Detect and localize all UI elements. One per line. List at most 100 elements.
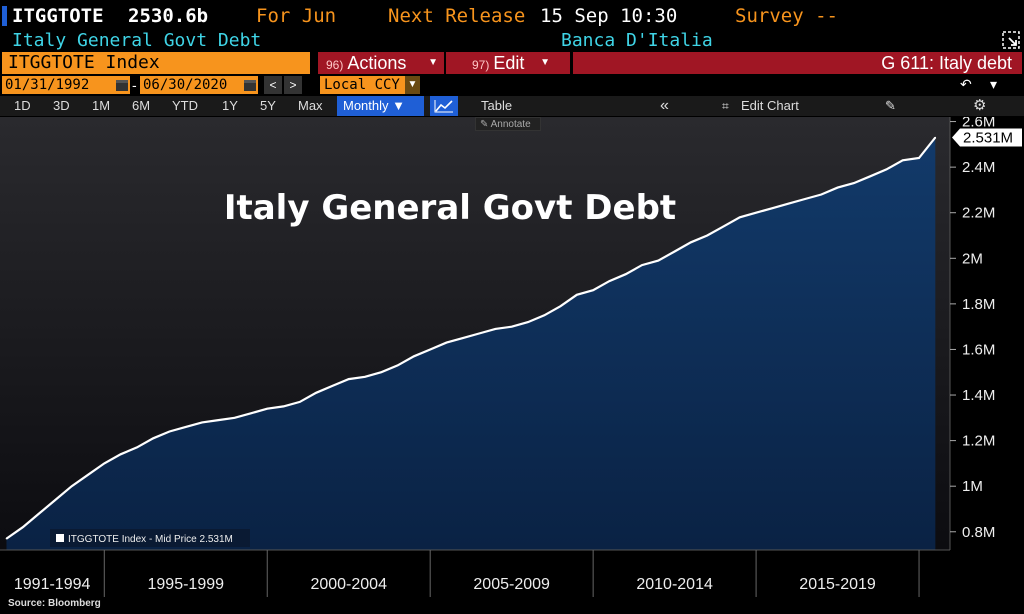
data-point — [331, 385, 334, 387]
data-point — [429, 348, 432, 351]
x-period-label: 2015-2019 — [799, 576, 876, 593]
chevron-down-icon[interactable]: ▼ — [405, 76, 420, 94]
data-point — [657, 259, 660, 262]
gear-icon[interactable]: ⚙ — [973, 97, 987, 114]
data-point — [559, 305, 562, 307]
range-ytd[interactable]: YTD — [172, 98, 198, 113]
x-period-label: 1995-1999 — [148, 576, 225, 593]
popout-icon[interactable] — [1002, 31, 1020, 49]
data-point — [299, 401, 301, 403]
function-bar: ITGGTOTE Index 96) Actions ▼ 97) Edit ▼ G … — [0, 52, 1024, 74]
survey: Survey -- — [735, 5, 838, 27]
data-point — [282, 405, 285, 408]
x-period-label: 2000-2004 — [310, 576, 387, 593]
y-tick-label: 1.2M — [962, 433, 995, 450]
edit-chart-icon[interactable]: ⌗ — [722, 99, 729, 113]
next-range-button[interactable]: > — [284, 76, 302, 94]
data-point — [901, 159, 904, 162]
range-3d[interactable]: 3D — [53, 98, 70, 113]
data-point — [510, 325, 513, 328]
for-period: For Jun — [256, 5, 337, 27]
data-point — [787, 202, 790, 205]
range-1d[interactable]: 1D — [14, 98, 31, 113]
page-title: G 611: Italy debt — [573, 52, 1022, 74]
data-source: Banca D'Italia — [561, 30, 713, 51]
y-tick-label: 2M — [962, 250, 983, 267]
legend-swatch — [56, 534, 64, 542]
line-chart-icon[interactable] — [430, 96, 458, 116]
data-point — [364, 376, 366, 378]
chevron-down-icon: ▼ — [428, 57, 438, 68]
data-point — [250, 412, 252, 415]
ticker: ITGGTOTE — [12, 5, 104, 27]
pencil-icon[interactable]: ✎ — [885, 98, 896, 113]
data-point — [119, 453, 122, 456]
data-point — [70, 485, 73, 488]
data-point — [396, 364, 399, 367]
undo-icon[interactable]: ↶ — [960, 76, 972, 92]
prev-range-button[interactable]: < — [264, 76, 282, 94]
data-point — [462, 337, 464, 339]
range-1m[interactable]: 1M — [92, 98, 111, 113]
date-separator: - — [132, 77, 137, 93]
description-row: Italy General Govt Debt Banca D'Italia — [0, 29, 1024, 51]
data-point — [673, 250, 676, 253]
calendar-icon[interactable] — [115, 78, 129, 92]
data-point — [494, 328, 497, 330]
y-tick-label: 1.4M — [962, 387, 995, 404]
data-point — [347, 378, 350, 380]
data-point — [608, 280, 611, 282]
data-point — [217, 419, 220, 421]
series-area — [6, 137, 936, 550]
y-tick-label: 1.8M — [962, 296, 995, 313]
last-value: 2530.6b — [128, 5, 209, 27]
actions-label: Actions — [347, 53, 407, 73]
data-point — [771, 207, 774, 209]
index-name-field[interactable]: ITGGTOTE Index — [2, 52, 310, 74]
range-1y[interactable]: 1Y — [222, 98, 238, 113]
data-point — [380, 371, 383, 373]
calendar-icon[interactable] — [243, 78, 257, 92]
data-point — [885, 168, 888, 171]
data-point — [576, 294, 578, 296]
chart-area: 0.8M 1M 1.2M 1.4M 1.6M 1.8M 2M 2.2M 2.4M 2.6M 2.53… — [0, 117, 1024, 614]
start-date-input[interactable]: 01/31/1992 — [2, 76, 130, 94]
legend-label: ITGGTOTE Index - Mid Price 2.531M — [68, 534, 233, 545]
y-tick-label: 1.6M — [962, 341, 995, 358]
data-point — [413, 355, 415, 358]
y-tick-label: 2.4M — [962, 159, 995, 176]
actions-button[interactable]: 96) Actions ▼ — [318, 52, 444, 74]
data-point — [690, 241, 692, 244]
table-button[interactable]: Table — [481, 98, 513, 113]
range-5y[interactable]: 5Y — [260, 98, 276, 113]
data-point — [804, 198, 806, 200]
y-tick-label: 2.6M — [962, 117, 995, 131]
chevron-down-icon[interactable]: ▾ — [990, 76, 998, 92]
data-point — [869, 175, 871, 178]
annotate-button[interactable]: ✎ Annotate — [475, 117, 541, 131]
data-point — [266, 407, 269, 410]
range-6m[interactable]: 6M — [132, 98, 151, 113]
frequency-select[interactable]: Monthly ▼ — [337, 96, 424, 116]
data-point — [445, 341, 448, 344]
source-footer: Source: Bloomberg — [8, 598, 101, 609]
annotate-label: Annotate — [490, 119, 531, 130]
data-point — [853, 182, 855, 184]
edit-button[interactable]: 97) Edit ▼ — [446, 52, 570, 74]
data-point — [527, 321, 529, 323]
data-point — [543, 314, 546, 317]
currency-select[interactable]: Local CCY — [320, 76, 420, 94]
collapse-icon[interactable]: « — [660, 97, 669, 114]
edit-chart-button[interactable]: Edit Chart — [741, 98, 799, 113]
data-point — [478, 332, 480, 335]
security-header: ITGGTOTE 2530.6b For Jun Next Release 15… — [0, 2, 1024, 29]
end-date-input[interactable]: 06/30/2020 — [140, 76, 258, 94]
range-max[interactable]: Max — [298, 98, 323, 113]
x-period-label: 2010-2014 — [636, 576, 713, 593]
ticker-color-bar — [2, 6, 7, 26]
x-period-label: 2005-2009 — [473, 576, 550, 593]
data-point — [820, 193, 823, 196]
data-point — [755, 211, 757, 214]
chart-toolbar: 1D 3D 1M 6M YTD 1Y 5Y Max Monthly ▼ Tabl… — [0, 96, 1024, 116]
data-point — [201, 421, 203, 424]
